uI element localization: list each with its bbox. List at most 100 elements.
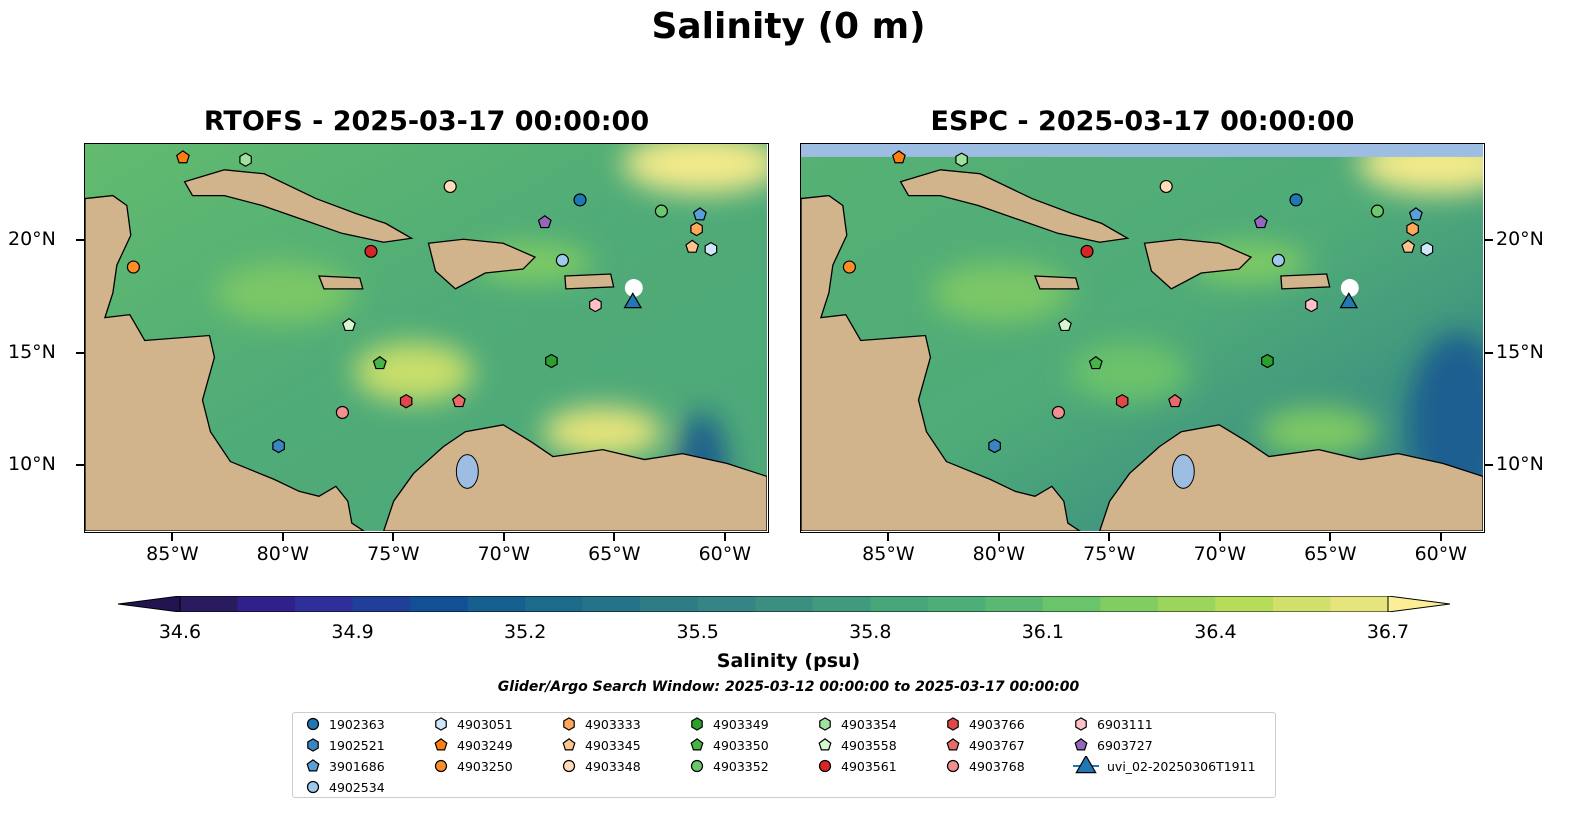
legend-item: 4903250: [433, 756, 513, 776]
legend-label: 6903111: [1097, 716, 1153, 732]
lon-tick-label: 65°W: [1304, 543, 1357, 565]
legend-label: 4903767: [969, 737, 1025, 753]
legend-item: uvi_02-20250306T1911: [1073, 756, 1256, 776]
colorbar-bin: [525, 596, 584, 612]
legend: 1902363 1902521 3901686 4902534 4903051 49032…: [292, 712, 1276, 798]
glider-track-end: [1340, 279, 1359, 297]
espc-panel-title: ESPC - 2025-03-17 00:00:00: [930, 106, 1355, 137]
legend-marker-icon: [819, 717, 831, 731]
tick-mark: [997, 533, 1000, 541]
marker-4903333: [1406, 221, 1419, 237]
colorbar-tick-label: 36.4: [1194, 621, 1237, 643]
lon-tick-label: 85°W: [146, 543, 199, 565]
colorbar: [118, 596, 1450, 612]
legend-item: 4903767: [945, 735, 1025, 755]
land-mass: [801, 194, 1082, 532]
legend-marker-icon: [690, 759, 704, 773]
legend-item: 4903051: [433, 714, 513, 734]
marker-4903345: [1401, 239, 1416, 253]
marker-4903350: [372, 355, 387, 370]
legend-marker-icon: [1075, 756, 1097, 774]
legend-item: 4903345: [561, 735, 641, 755]
figure-title: Salinity (0 m): [651, 6, 926, 47]
colorbar-bin: [985, 596, 1044, 612]
marker-4903767: [452, 393, 466, 408]
land-mass: [1280, 273, 1331, 290]
marker-4902534: [1271, 253, 1285, 267]
lat-tick-label: 15°N: [8, 340, 56, 363]
lon-tick-label: 75°W: [1083, 543, 1136, 565]
legend-item: 4903249: [433, 735, 513, 755]
colorbar-bin: [697, 596, 756, 612]
lon-tick-label: 75°W: [367, 543, 420, 565]
tick-mark: [76, 351, 84, 354]
marker-4903348: [1159, 179, 1173, 194]
marker-6903111: [589, 297, 602, 313]
marker-1902363: [573, 193, 587, 207]
colorbar-bin: [352, 596, 411, 612]
legend-marker-icon: [307, 738, 319, 752]
legend-label: 4903051: [457, 716, 513, 732]
rtofs-panel-title: RTOFS - 2025-03-17 00:00:00: [203, 106, 650, 137]
legend-marker-icon: [306, 780, 320, 794]
land-mass: [1098, 424, 1484, 532]
colorbar-label: Salinity (psu): [716, 650, 861, 672]
rtofs-map: [84, 143, 769, 533]
legend-marker-icon: [562, 738, 576, 751]
land-mass: [382, 424, 768, 532]
marker-4903354: [239, 152, 252, 167]
colorbar-bin: [467, 596, 526, 612]
marker-4903352: [1370, 204, 1384, 218]
colorbar-bin: [237, 596, 296, 612]
legend-marker-icon: [946, 759, 960, 773]
legend-item: 6903111: [1073, 714, 1153, 734]
tick-mark: [76, 464, 84, 467]
colorbar-over-arrow: [1387, 596, 1450, 612]
marker-4903348: [443, 179, 457, 194]
no-data-strip: [801, 144, 1483, 157]
legend-label: 4903354: [841, 716, 897, 732]
land-mass: [899, 169, 1130, 243]
marker-4903768: [335, 405, 349, 419]
legend-label: uvi_02-20250306T1911: [1107, 758, 1256, 774]
colorbar-bin: [180, 596, 239, 612]
colorbar-bin: [410, 596, 469, 612]
tick-mark: [502, 533, 505, 541]
tick-mark: [76, 238, 84, 241]
marker-4903767: [1168, 393, 1182, 408]
marker-1902521: [272, 438, 285, 454]
tick-mark: [171, 533, 174, 541]
marker-4903333: [690, 221, 703, 237]
legend-label: 4903348: [585, 758, 641, 774]
colorbar-bin: [870, 596, 929, 612]
glider-track-end: [624, 279, 643, 297]
colorbar-bin: [927, 596, 986, 612]
tick-mark: [1485, 464, 1493, 467]
marker-4903051: [1420, 241, 1434, 257]
legend-label: 4903249: [457, 737, 513, 753]
legend-marker-icon: [434, 759, 448, 773]
colorbar-bin: [1100, 596, 1159, 612]
lat-tick-label: 20°N: [1496, 227, 1544, 250]
marker-4903766: [399, 393, 413, 409]
marker-4903345: [685, 239, 700, 253]
legend-item: 4903350: [689, 735, 769, 755]
colorbar-tick-label: 35.2: [503, 621, 547, 643]
marker-4903350: [1088, 355, 1103, 370]
colorbar-tick-label: 34.6: [158, 621, 202, 643]
legend-marker-icon: [1074, 738, 1088, 751]
marker-4903349: [545, 353, 558, 369]
tick-mark: [392, 533, 395, 541]
tick-mark: [613, 533, 616, 541]
lon-tick-label: 85°W: [862, 543, 915, 565]
marker-uvi_02-20250306T1911: [623, 292, 643, 309]
search-window-text: Glider/Argo Search Window: 2025-03-12 00…: [497, 679, 1080, 695]
marker-4903352: [654, 204, 668, 218]
lon-tick-label: 80°W: [256, 543, 310, 565]
lat-tick-label: 20°N: [8, 227, 56, 250]
legend-item: 4903558: [817, 735, 897, 755]
marker-4903766: [1115, 393, 1129, 409]
legend-marker-icon: [690, 738, 704, 751]
legend-marker-icon: [818, 738, 832, 751]
